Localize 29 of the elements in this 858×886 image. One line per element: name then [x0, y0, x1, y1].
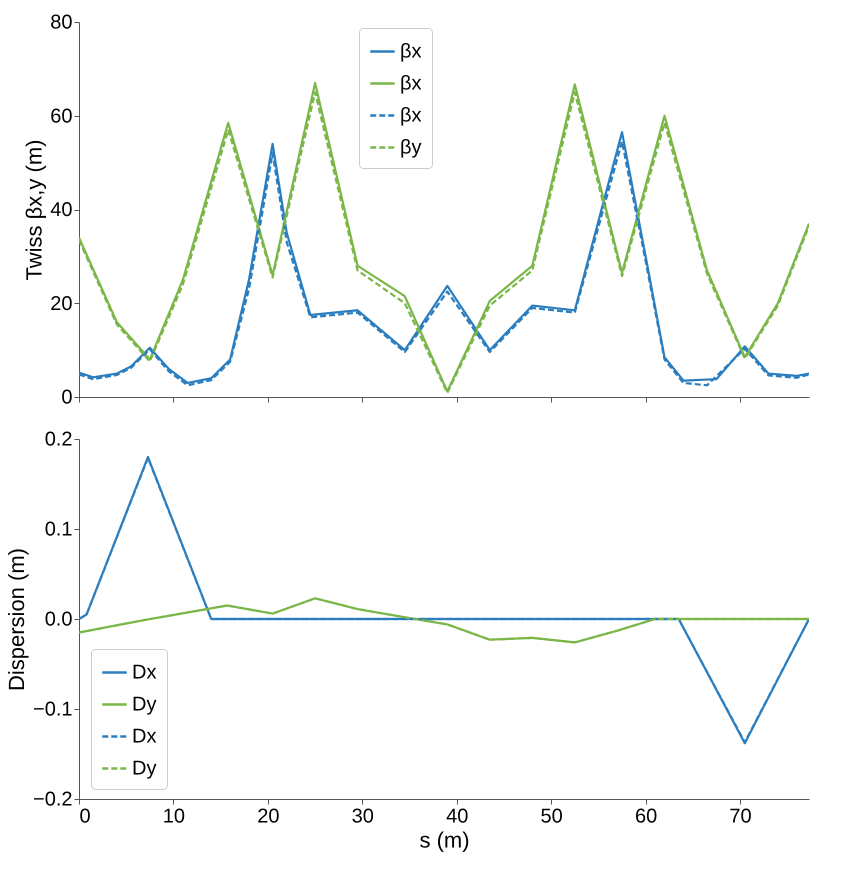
y-tick-label: 80 [50, 12, 72, 34]
x-axis-title: s (m) [419, 828, 470, 852]
legend-label: βy [400, 136, 422, 158]
legend-label: Dy [132, 758, 156, 780]
x-tick-label: 60 [635, 806, 658, 828]
x-tick-label: 0 [80, 806, 91, 828]
y-tick-label: 0.1 [44, 518, 72, 540]
legend-label: Dy [132, 694, 156, 716]
x-tick-label: 40 [446, 806, 468, 828]
y-axis-title: Twiss βx,y (m) [21, 140, 46, 280]
legend-label: βx [400, 104, 422, 126]
y-tick-label: 40 [50, 199, 72, 221]
legend-label: Dx [132, 726, 156, 748]
y-tick-label: 20 [50, 292, 72, 315]
legend-label: βx [400, 72, 422, 94]
y-tick-label: 0 [61, 386, 72, 408]
legend-label: βx [400, 40, 422, 62]
x-tick-label: 70 [729, 806, 752, 828]
x-tick-label: 30 [352, 806, 374, 828]
x-tick-label: 20 [257, 806, 280, 828]
y-tick-label: −0.1 [33, 698, 72, 720]
y-tick-label: −0.2 [33, 788, 72, 810]
x-tick-label: 10 [162, 806, 186, 828]
y-axis-title: Dispersion (m) [4, 548, 30, 692]
y-tick-label: 60 [50, 105, 72, 128]
y-tick-label: 0.0 [44, 608, 72, 630]
y-tick-label: 0.2 [44, 428, 72, 450]
x-tick-label: 50 [540, 806, 563, 828]
legend-label: Dx [132, 662, 156, 684]
